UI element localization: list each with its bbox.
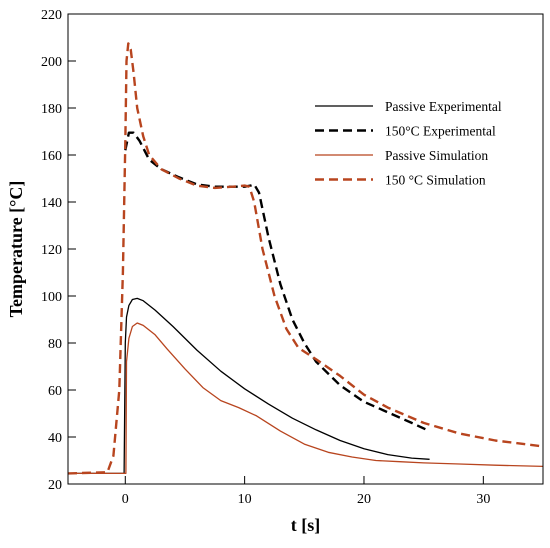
y-tick-label: 100 xyxy=(41,290,62,305)
x-axis-ticks: 0 10 20 30 xyxy=(122,476,490,507)
y-tick-label: 160 xyxy=(41,149,62,164)
series-line-1 xyxy=(68,297,430,475)
legend-label: Passive Simulation xyxy=(385,148,488,163)
y-tick-label: 200 xyxy=(41,55,62,70)
y-axis-ticks: 20 40 60 80 100 120 140 160 180 200 220 xyxy=(41,8,76,493)
x-axis-label: t [s] xyxy=(291,515,321,535)
y-tick-label: 220 xyxy=(41,8,62,23)
legend-label: 150°C Experimental xyxy=(385,124,496,139)
x-tick-label: 30 xyxy=(476,492,490,507)
y-tick-label: 40 xyxy=(48,431,62,446)
plot-frame xyxy=(67,13,544,485)
y-tick-label: 140 xyxy=(41,196,62,211)
legend-label: 150 °C Simulation xyxy=(385,173,486,188)
series-line-3 xyxy=(68,322,544,475)
x-tick-label: 10 xyxy=(238,492,252,507)
legend-label: Passive Experimental xyxy=(385,99,502,114)
y-tick-label: 120 xyxy=(41,243,62,258)
series-line-2 xyxy=(124,131,431,433)
x-tick-label: 20 xyxy=(357,492,371,507)
series-line-4 xyxy=(67,42,544,475)
y-tick-label: 80 xyxy=(48,337,62,352)
legend: Passive Experimental 150°C Experimental Pa… xyxy=(315,99,502,188)
y-axis-label: Temperature [°C] xyxy=(6,181,26,318)
plot-lines xyxy=(67,42,544,475)
y-tick-label: 60 xyxy=(48,384,62,399)
y-tick-label: 20 xyxy=(48,478,62,493)
x-tick-label: 0 xyxy=(122,492,129,507)
y-tick-label: 180 xyxy=(41,102,62,117)
